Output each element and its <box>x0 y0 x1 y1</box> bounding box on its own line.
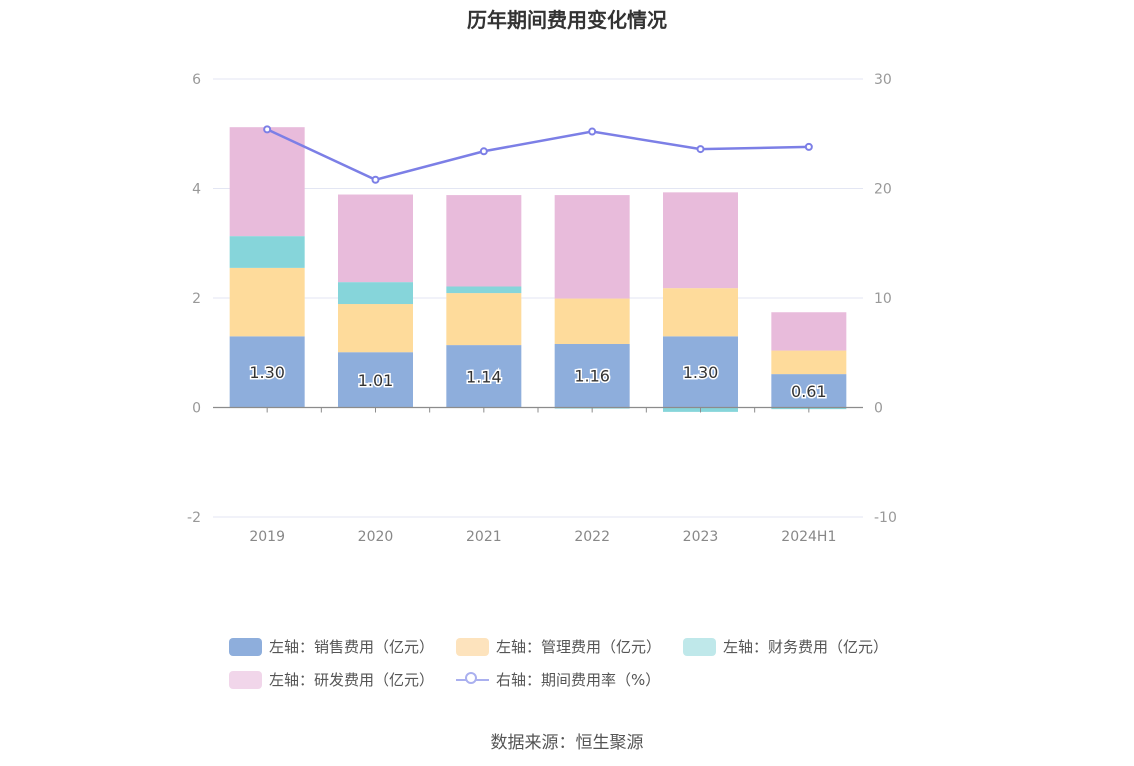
bar-admin-2022 <box>554 298 630 344</box>
bar-sales-2019 <box>229 336 305 408</box>
left-axis-ticks: -2 0 2 4 6 <box>187 72 201 526</box>
bar-admin-2019 <box>229 267 305 337</box>
legend-label-finance: 左轴：财务费用（亿元） <box>723 638 889 656</box>
bar-finance-2020 <box>338 282 413 305</box>
left-tick-label: 4 <box>192 182 201 198</box>
bar-sales-2024H1 <box>771 374 847 408</box>
left-tick-label: -2 <box>187 510 201 526</box>
right-tick-label: 0 <box>874 401 883 417</box>
legend: 左轴：销售费用（亿元） 左轴：管理费用（亿元） 左轴：财务费用（亿元） 左轴：研… <box>229 630 929 696</box>
bar-sales-2021 <box>446 345 522 408</box>
legend-row-1: 左轴：销售费用（亿元） 左轴：管理费用（亿元） 左轴：财务费用（亿元） <box>229 630 929 663</box>
legend-label-sales: 左轴：销售费用（亿元） <box>269 638 435 656</box>
x-tick-label: 2024H1 <box>781 529 836 545</box>
legend-swatch-admin <box>456 637 490 656</box>
bar-rnd-2023 <box>663 192 738 289</box>
bar-admin-2020 <box>338 304 413 353</box>
left-tick-label: 6 <box>192 72 201 88</box>
stacked-bars <box>229 127 847 412</box>
legend-label-admin: 左轴：管理费用（亿元） <box>496 638 662 656</box>
bar-value-label: 1.14 <box>466 367 502 386</box>
rate-point-2024H1 <box>804 142 813 151</box>
rate-point-2021 <box>479 147 488 156</box>
chart-title: 历年期间费用变化情况 <box>467 8 667 32</box>
data-source: 数据来源：恒生聚源 <box>490 733 644 753</box>
rate-point-2019 <box>263 125 272 134</box>
bar-value-label: 1.30 <box>683 363 719 382</box>
legend-item-rate[interactable]: 右轴：期间费用率（%） <box>456 669 660 690</box>
chart-canvas: -2 0 2 4 6 -10 0 10 20 30 1.30 1.01 1.14 1.16 1.30 0.… <box>187 72 897 545</box>
bar-sales-2022 <box>554 343 630 408</box>
x-tick-label: 2022 <box>574 529 610 545</box>
right-tick-label: -10 <box>874 510 897 526</box>
bar-rnd-2020 <box>338 194 413 283</box>
gridlines <box>213 78 863 518</box>
x-axis-labels: 2019 2020 2021 2022 2023 2024H1 <box>249 529 836 545</box>
bar-admin-2024H1 <box>771 350 847 375</box>
rate-point-2023 <box>696 145 705 154</box>
bar-rnd-2022 <box>554 195 630 299</box>
x-tick-label: 2019 <box>249 529 285 545</box>
rate-line-path <box>266 128 809 182</box>
legend-item-rnd[interactable]: 左轴：研发费用（亿元） <box>229 669 434 690</box>
bar-rnd-2021 <box>446 195 522 287</box>
bar-admin-2023 <box>663 288 738 337</box>
bar-value-labels: 1.30 1.01 1.14 1.16 1.30 0.61 <box>248 361 828 402</box>
legend-item-sales[interactable]: 左轴：销售费用（亿元） <box>229 636 434 657</box>
legend-swatch-rnd <box>229 670 262 689</box>
left-tick-label: 2 <box>192 291 201 307</box>
legend-item-admin[interactable]: 左轴：管理费用（亿元） <box>456 636 661 657</box>
right-tick-label: 20 <box>874 182 892 198</box>
left-tick-label: 0 <box>192 401 201 417</box>
rate-point-2020 <box>371 175 380 184</box>
bar-rnd-2024H1 <box>771 312 847 351</box>
right-tick-label: 30 <box>874 72 892 88</box>
rate-point-2022 <box>588 127 597 136</box>
bar-value-label: 1.30 <box>249 363 285 382</box>
legend-row-2: 左轴：研发费用（亿元） 右轴：期间费用率（%） <box>229 663 929 696</box>
bar-rnd-2019 <box>229 127 305 237</box>
bar-sales-2023 <box>663 336 738 408</box>
legend-item-finance[interactable]: 左轴：财务费用（亿元） <box>683 636 888 657</box>
bar-value-label: 0.61 <box>791 382 827 401</box>
legend-label-rate: 右轴：期间费用率（%） <box>496 671 661 689</box>
bar-value-label: 1.16 <box>574 367 610 386</box>
bar-sales-2020 <box>338 352 413 408</box>
x-tick-label: 2023 <box>683 529 719 545</box>
legend-line-icon <box>456 671 490 689</box>
right-tick-label: 10 <box>874 291 892 307</box>
legend-label-rnd: 左轴：研发费用（亿元） <box>269 671 435 689</box>
legend-swatch-sales <box>229 637 262 656</box>
bar-finance-2021 <box>446 286 522 294</box>
x-axis <box>213 406 863 413</box>
x-tick-label: 2020 <box>358 529 394 545</box>
legend-swatch-finance <box>683 637 717 656</box>
right-axis-ticks: -10 0 10 20 30 <box>874 72 897 526</box>
bar-value-label: 1.01 <box>358 371 394 390</box>
bar-admin-2021 <box>446 293 522 346</box>
x-tick-label: 2021 <box>466 529 502 545</box>
rate-line <box>263 125 813 184</box>
bar-finance-2019 <box>229 236 305 268</box>
